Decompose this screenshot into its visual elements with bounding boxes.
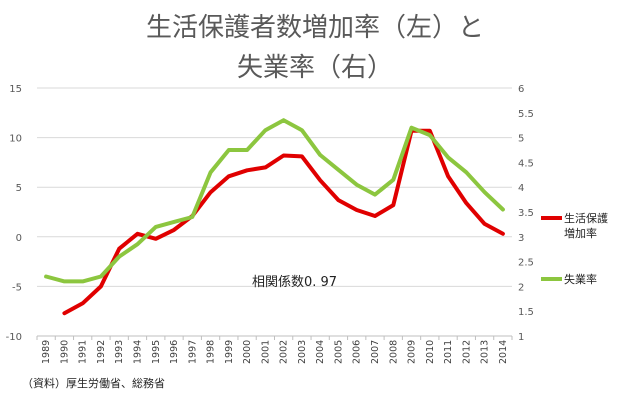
x-axis-tick-label: 2006 — [352, 340, 363, 364]
right-axis-tick-label: 2.5 — [518, 258, 534, 269]
series-lines — [44, 118, 505, 316]
x-axis-tick-label: 2004 — [315, 340, 326, 364]
x-axis-tick-label: 1991 — [78, 340, 89, 364]
x-axis-tick-label: 2000 — [242, 340, 253, 364]
legend-label-unemployment: 失業率 — [564, 272, 597, 286]
x-axis-tick-label: 1995 — [151, 340, 162, 364]
right-axis-tick-label: 4.5 — [518, 158, 534, 169]
right-axis-tick-label: 3.5 — [518, 208, 534, 219]
x-axis-tick-label: 1990 — [59, 340, 70, 364]
x-axis-tick-label: 1993 — [114, 340, 125, 364]
correlation-annotation: 相関係数0. 97 — [252, 275, 337, 290]
right-axis-tick-label: 2 — [518, 282, 524, 293]
right-y-axis: 6 5.5 5 4.5 4 3.5 3 2.5 2 1.5 1 — [518, 84, 534, 343]
x-axis-tick-label: 2003 — [297, 340, 308, 364]
legend-label-welfare-line1: 生活保護 — [564, 211, 608, 225]
x-axis-tick-label: 2008 — [388, 340, 399, 364]
left-y-axis: 15 10 5 0 -5 -10 — [6, 84, 22, 343]
x-axis-tick-label: 1998 — [206, 340, 217, 364]
source-note: （資料）厚生労働省、総務省 — [22, 376, 165, 390]
right-axis-tick-label: 6 — [518, 84, 524, 95]
x-axis-tick-label: 1994 — [132, 340, 143, 364]
legend-label-welfare-line2: 増加率 — [564, 226, 597, 240]
x-axis-tick-label: 2001 — [260, 340, 271, 364]
x-axis-tick-label: 2012 — [461, 340, 472, 364]
chart-title: 生活保護者数増加率（左）と 失業率（右） — [146, 13, 484, 83]
x-axis-tick-label: 1989 — [41, 340, 52, 364]
right-axis-tick-label: 5.5 — [518, 109, 534, 120]
left-axis-tick-label: 0 — [16, 233, 22, 244]
x-axis-tick-label: 2011 — [443, 340, 454, 364]
x-axis-tick-label: 1997 — [187, 340, 198, 364]
left-axis-tick-label: 15 — [9, 84, 22, 95]
chart-title-line1: 生活保護者数増加率（左）と — [146, 13, 484, 43]
x-axis-tick-label: 2009 — [407, 340, 418, 364]
x-axis-tick-label: 1999 — [224, 340, 235, 364]
x-axis-tick-label: 2002 — [279, 340, 290, 364]
right-axis-tick-label: 4 — [518, 183, 524, 194]
x-axis: 1989 1990 1991 1992 1993 1994 1995 1996 1997 1998… — [36, 336, 513, 364]
left-axis-tick-label: -5 — [12, 282, 22, 293]
x-axis-tick-label: 2013 — [480, 340, 491, 364]
series-line-unemployment — [44, 118, 505, 284]
chart-title-line2: 失業率（右） — [237, 53, 393, 83]
right-axis-tick-label: 1 — [518, 332, 524, 343]
x-axis-tick-label: 1996 — [169, 340, 180, 364]
right-axis-tick-label: 1.5 — [518, 307, 534, 318]
left-axis-tick-label: 10 — [9, 134, 22, 145]
right-axis-tick-label: 5 — [518, 134, 524, 145]
left-axis-tick-label: 5 — [16, 183, 22, 194]
legend: 生活保護 増加率 失業率 — [541, 211, 608, 286]
x-axis-tick-label: 2007 — [370, 340, 381, 364]
x-axis-tick-label: 2014 — [498, 340, 509, 364]
right-axis-tick-label: 3 — [518, 233, 524, 244]
x-axis-tick-label: 2005 — [333, 340, 344, 364]
x-axis-tick-label: 1992 — [96, 340, 107, 364]
left-axis-tick-label: -10 — [6, 332, 22, 343]
series-line-welfare — [62, 128, 505, 316]
x-axis-tick-label: 2010 — [425, 340, 436, 364]
